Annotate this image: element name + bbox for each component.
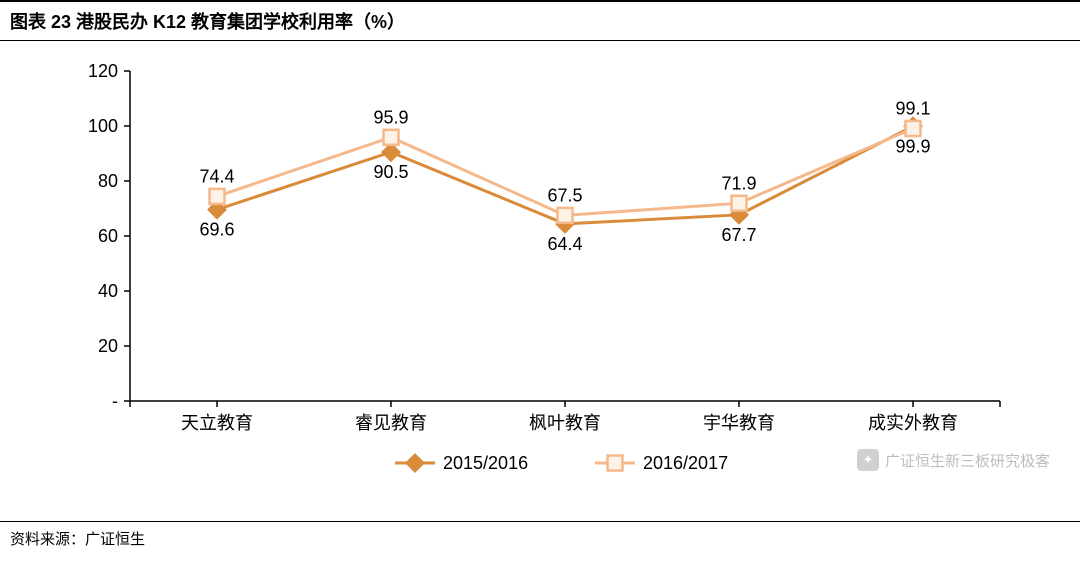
wechat-icon: ✦ (857, 449, 879, 471)
svg-text:60: 60 (98, 226, 118, 246)
svg-text:95.9: 95.9 (373, 107, 408, 127)
source-text: 资料来源：广证恒生 (10, 531, 145, 548)
svg-text:成实外教育: 成实外教育 (868, 413, 958, 433)
chart-title: 图表 23 港股民办 K12 教育集团学校利用率（%） (0, 0, 1080, 41)
svg-text:69.6: 69.6 (199, 220, 234, 240)
svg-text:99.1: 99.1 (895, 98, 930, 118)
watermark-text: 广证恒生新三板研究极客 (885, 450, 1050, 471)
svg-text:80: 80 (98, 171, 118, 191)
svg-text:71.9: 71.9 (721, 173, 756, 193)
svg-text:20: 20 (98, 336, 118, 356)
svg-text:99.9: 99.9 (895, 136, 930, 156)
chart-area: - 20 40 60 80 100 120 天立教育 睿见教育 枫叶教育 宇华教育 成实外教育 69.6… (0, 41, 1080, 521)
svg-text:67.7: 67.7 (721, 225, 756, 245)
line-chart: - 20 40 60 80 100 120 天立教育 睿见教育 枫叶教育 宇华教育 成实外教育 69.6… (0, 41, 1080, 511)
svg-text:枫叶教育: 枫叶教育 (529, 413, 601, 433)
watermark: ✦ 广证恒生新三板研究极客 (857, 449, 1050, 471)
chart-title-text: 图表 23 港股民办 K12 教育集团学校利用率（%） (10, 12, 405, 32)
svg-text:-: - (112, 391, 118, 411)
svg-text:2016/2017: 2016/2017 (643, 453, 728, 473)
source-footer: 资料来源：广证恒生 (0, 521, 1080, 555)
svg-text:120: 120 (88, 61, 118, 81)
svg-text:74.4: 74.4 (199, 166, 234, 186)
svg-text:67.5: 67.5 (547, 185, 582, 205)
svg-text:2015/2016: 2015/2016 (443, 453, 528, 473)
svg-text:睿见教育: 睿见教育 (355, 413, 427, 433)
svg-text:宇华教育: 宇华教育 (703, 413, 775, 433)
svg-text:90.5: 90.5 (373, 162, 408, 182)
svg-text:天立教育: 天立教育 (181, 413, 253, 433)
svg-text:64.4: 64.4 (547, 234, 582, 254)
svg-text:100: 100 (88, 116, 118, 136)
svg-text:40: 40 (98, 281, 118, 301)
